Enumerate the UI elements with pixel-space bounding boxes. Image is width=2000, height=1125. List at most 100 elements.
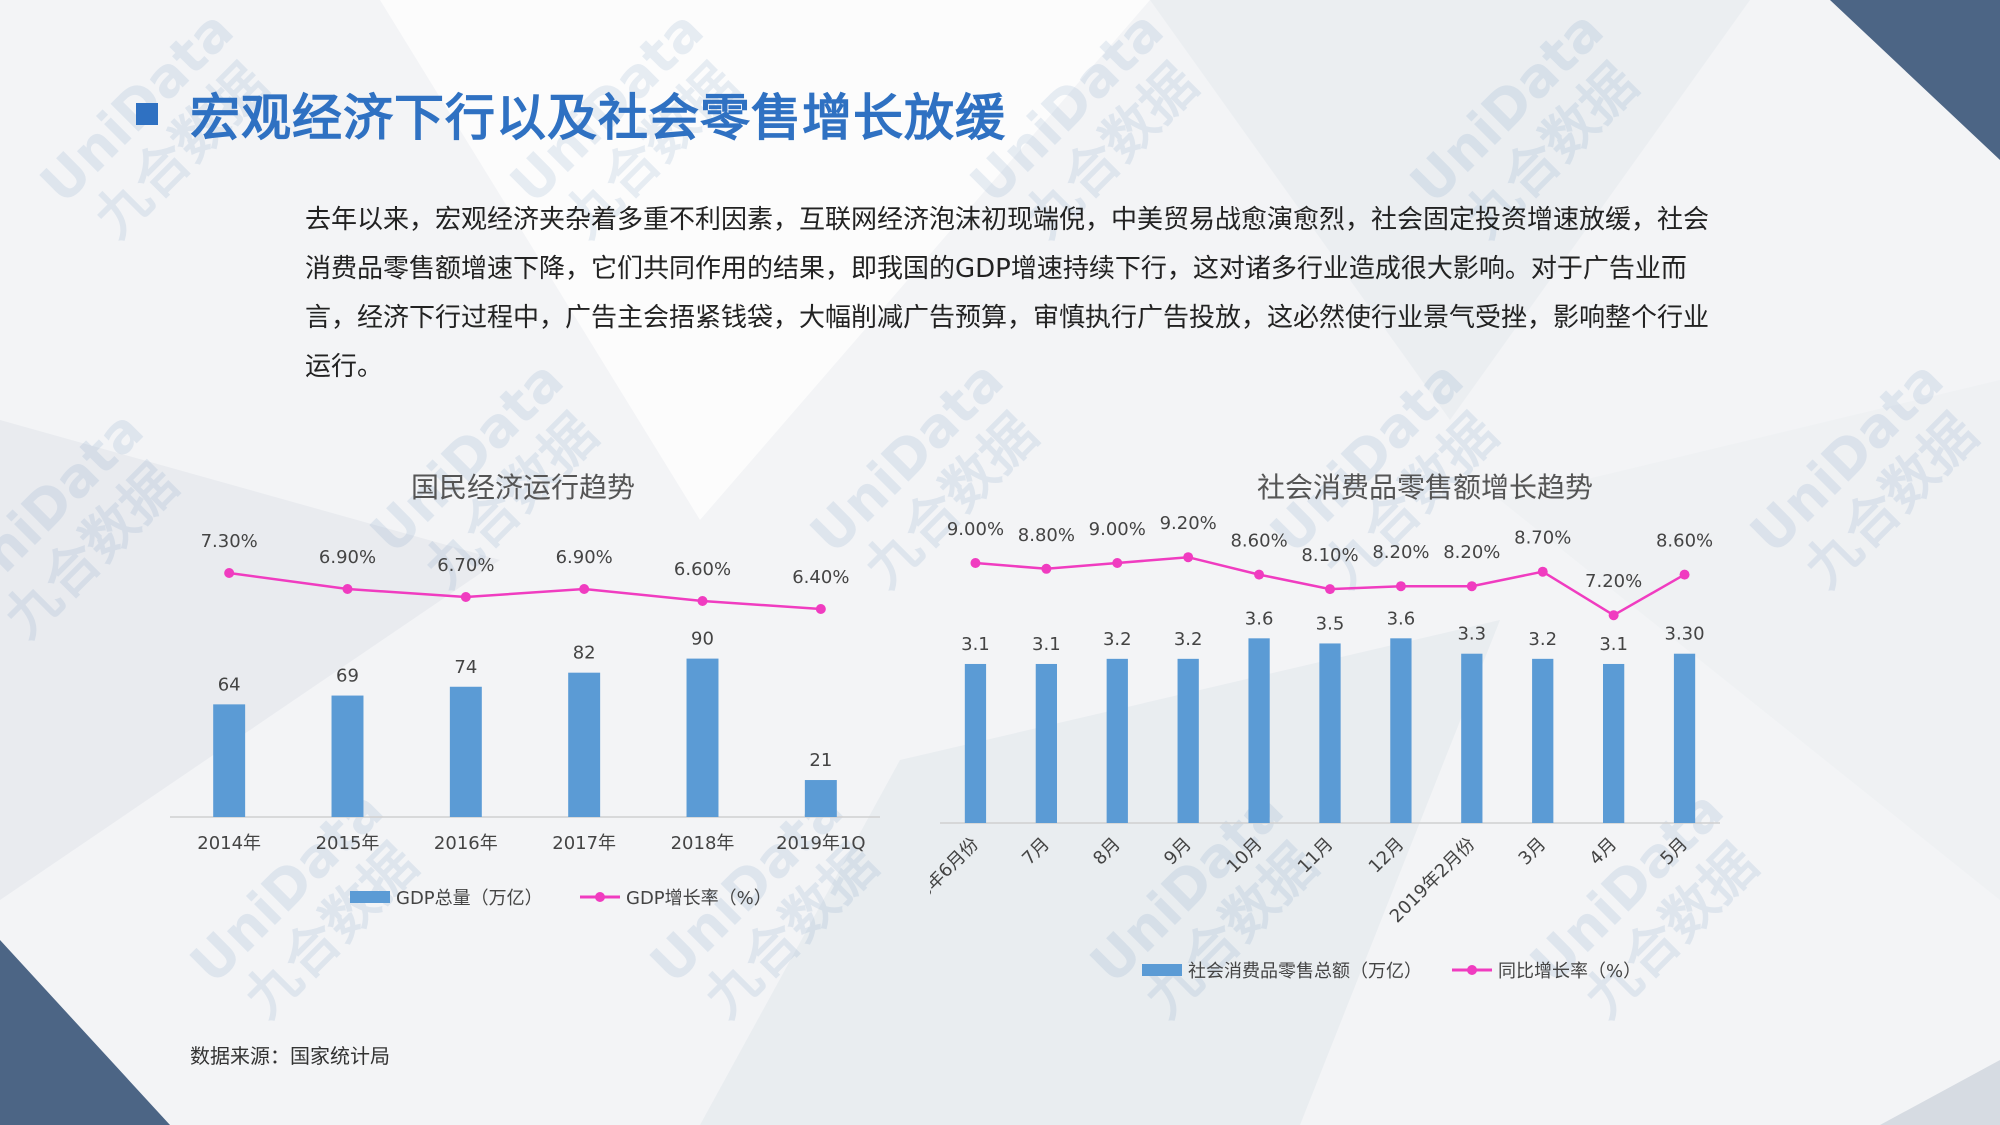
bar [568,672,601,817]
line-point [1466,581,1477,592]
bar-value-label: 3.2 [1103,629,1132,650]
line-value-label: 9.00% [947,519,1004,540]
x-tick-label: 3月 [1515,834,1551,870]
x-tick-label: 5月 [1656,834,1692,870]
legend-line-label: GDP增长率（%） [626,888,772,909]
legend-line-marker [595,892,605,902]
line-point [1608,610,1619,621]
title-bullet-icon [136,103,158,125]
line-point [1395,581,1406,592]
chart-title: 国民经济运行趋势 [411,471,635,504]
x-tick-label: 2016年 [434,833,498,854]
line-value-label: 8.20% [1443,542,1500,563]
bar-value-label: 64 [218,674,241,695]
x-tick-label: 4月 [1585,834,1621,870]
x-tick-label: 2019年1Q [776,833,865,854]
line-value-label: 8.20% [1372,542,1429,563]
bar-value-label: 3.1 [1032,634,1061,655]
line-value-label: 8.60% [1656,531,1713,552]
bar [449,686,482,817]
line-value-label: 9.20% [1160,513,1217,534]
bar [804,780,837,817]
line-value-label: 8.10% [1301,545,1358,566]
line-point [1041,563,1052,574]
bar-value-label: 82 [573,643,596,664]
x-tick-label: 2014年 [197,833,261,854]
bar-value-label: 3.3 [1457,624,1486,645]
line-value-label: 8.60% [1230,531,1287,552]
line-point [342,584,353,594]
legend-line-marker [1467,965,1477,975]
x-tick-label: 9月 [1160,834,1196,870]
legend-bar-label: 社会消费品零售总额（万亿） [1188,961,1422,982]
line-point [579,584,590,594]
line-value-label: 8.70% [1514,528,1571,549]
bar-value-label: 3.6 [1387,608,1416,629]
corner-top-right [1830,0,2000,160]
line-point [1325,584,1335,595]
x-tick-label: 2015年 [316,833,380,854]
bar [686,658,719,817]
retail-chart: 社会消费品零售额增长趋势 3.1 2018年6月份 3.1 7月 3.2 8月 3.2 9月 3.… [930,471,1720,982]
legend-bar-swatch [350,891,390,903]
page-title: 宏观经济下行以及社会零售增长放缓 [190,89,1006,147]
source-note: 数据来源：国家统计局 [190,1044,390,1068]
legend-bar-swatch [1142,964,1182,976]
line-value-label: 6.90% [319,547,376,568]
legend-bar-label: GDP总量（万亿） [396,888,543,909]
x-tick-label: 7月 [1018,834,1054,870]
line-value-label: 6.70% [437,555,494,576]
intro-paragraph: 去年以来，宏观经济夹杂着多重不利因素，互联网经济泡沫初现端倪，中美贸易战愈演愈烈… [305,205,1710,382]
bar [1106,658,1128,823]
gdp-chart: 国民经济运行趋势 64 2014年 69 2015年 74 2016年 82 2017年 90 20… [170,471,880,909]
title-bar: 宏观经济下行以及社会零售增长放缓 [136,78,1006,150]
line-value-label: 6.40% [792,567,849,588]
x-tick-label: 2017年 [552,833,616,854]
bar-value-label: 3.6 [1245,608,1274,629]
series-line [228,571,821,611]
bar [1603,663,1625,823]
bar [964,663,987,823]
bar-value-label: 90 [691,629,714,650]
line-point [1679,569,1690,580]
line-value-label: 9.00% [1089,519,1146,540]
line-point [1254,569,1265,580]
bar [1673,653,1696,823]
line-point [460,592,471,602]
line-point [1537,566,1548,577]
line-point [224,568,235,578]
x-tick-label: 10月 [1223,834,1267,878]
x-tick-label: 11月 [1294,834,1338,878]
line-point [1112,558,1123,568]
bar-value-label: 74 [454,657,477,678]
line-point [697,596,708,606]
bar-value-label: 69 [336,666,359,687]
bar [1532,658,1554,823]
bar [213,704,246,817]
line-point [970,558,981,568]
x-tick-label: 2018年 [671,833,735,854]
bar [1390,638,1412,823]
line-value-label: 6.60% [674,559,731,580]
corner-bottom-left [0,940,170,1125]
bar-value-label: 3.1 [961,634,990,655]
chart-title: 社会消费品零售额增长趋势 [1257,471,1593,504]
line-point [815,604,826,614]
bar [331,695,364,817]
bar [1035,663,1057,823]
x-tick-label: 12月 [1365,834,1409,878]
bar-value-label: 3.5 [1316,613,1345,634]
x-tick-label: 8月 [1089,834,1125,870]
legend-line-label: 同比增长率（%） [1498,961,1641,982]
bar [1248,638,1270,823]
line-value-label: 7.30% [201,531,258,552]
bar [1319,643,1341,823]
bar-value-label: 3.1 [1599,634,1628,655]
bar [1177,658,1199,823]
line-value-label: 6.90% [556,547,613,568]
bar-value-label: 21 [809,750,832,771]
line-point [1183,552,1194,563]
bar-value-label: 3.30 [1665,624,1705,645]
